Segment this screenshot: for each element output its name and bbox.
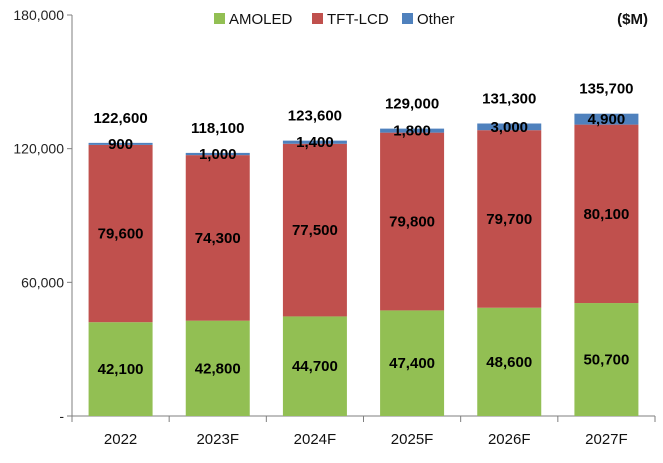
- bar-segment-amoled: [88, 322, 153, 416]
- y-tick-label: 120,000: [13, 141, 64, 157]
- legend-swatch-amoled: [214, 13, 225, 24]
- data-label-other: 1,400: [296, 134, 334, 151]
- bar-segment-amoled: [380, 310, 445, 416]
- data-label-amoled: 47,400: [389, 355, 435, 372]
- x-tick-label: 2024F: [294, 431, 337, 448]
- data-label-amoled: 42,800: [195, 360, 241, 377]
- data-label-tft-lcd: 79,700: [486, 211, 532, 228]
- y-tick-label: -: [59, 408, 64, 424]
- x-tick-label: 2026F: [488, 431, 531, 448]
- total-label: 123,600: [288, 108, 342, 125]
- bar-segment-other: [88, 142, 153, 145]
- bar-segment-other: [380, 128, 445, 133]
- data-label-tft-lcd: 79,800: [389, 214, 435, 231]
- bar-segment-amoled: [477, 307, 542, 416]
- legend-label-other: Other: [417, 11, 455, 28]
- bar-segment-tft-lcd: [380, 132, 445, 311]
- total-label: 122,600: [93, 110, 147, 127]
- total-label: 129,000: [385, 96, 439, 113]
- bar-segment-amoled: [282, 316, 347, 416]
- bar-segment-amoled: [574, 303, 639, 416]
- data-label-other: 1,000: [199, 146, 237, 163]
- data-label-tft-lcd: 74,300: [195, 230, 241, 247]
- data-label-amoled: 50,700: [583, 352, 629, 369]
- y-tick-label: 180,000: [13, 7, 64, 23]
- bar-segment-amoled: [185, 320, 250, 416]
- total-label: 131,300: [482, 90, 536, 107]
- data-label-amoled: 48,600: [486, 354, 532, 371]
- data-label-other: 1,800: [393, 123, 431, 140]
- total-label: 118,100: [191, 120, 244, 137]
- legend-label-amoled: AMOLED: [229, 11, 293, 28]
- bar-segment-other: [185, 152, 250, 156]
- data-label-tft-lcd: 80,100: [583, 206, 629, 223]
- legend-label-tft-lcd: TFT-LCD: [327, 11, 389, 28]
- data-label-tft-lcd: 77,500: [292, 222, 338, 239]
- bar-segment-tft-lcd: [574, 124, 639, 304]
- unit-label: ($M): [617, 11, 648, 28]
- legend-swatch-tft-lcd: [312, 13, 323, 24]
- data-label-tft-lcd: 79,600: [98, 226, 144, 243]
- data-label-other: 900: [108, 136, 133, 153]
- x-tick-label: 2023F: [196, 431, 239, 448]
- legend-swatch-other: [402, 13, 413, 24]
- bar-segment-other: [574, 113, 639, 125]
- bar-segment-tft-lcd: [477, 130, 542, 308]
- total-label: 135,700: [579, 81, 633, 98]
- bar-segment-tft-lcd: [185, 155, 250, 321]
- x-tick-label: 2022: [104, 431, 137, 448]
- y-tick-label: 60,000: [21, 274, 64, 290]
- bar-segment-tft-lcd: [88, 144, 153, 323]
- data-label-other: 4,900: [588, 111, 626, 128]
- bar-segment-tft-lcd: [282, 143, 347, 317]
- data-label-amoled: 44,700: [292, 358, 338, 375]
- data-label-amoled: 42,100: [98, 361, 144, 378]
- x-tick-label: 2025F: [391, 431, 434, 448]
- data-label-other: 3,000: [490, 119, 528, 136]
- bar-segment-other: [282, 140, 347, 144]
- bar-segment-other: [477, 123, 542, 131]
- x-tick-label: 2027F: [585, 431, 628, 448]
